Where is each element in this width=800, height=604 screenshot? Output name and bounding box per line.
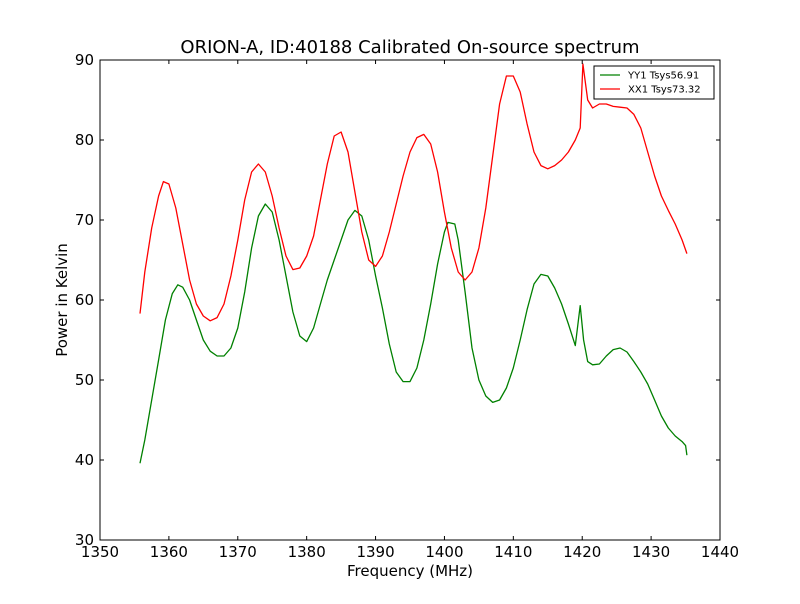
x-tick-label: 1440	[701, 543, 739, 561]
x-tick-label: 1370	[219, 543, 257, 561]
x-tick-label: 1410	[494, 543, 532, 561]
y-tick-label: 60	[75, 291, 94, 309]
x-axis-label: Frequency (MHz)	[347, 562, 473, 580]
x-tick-label: 1390	[356, 543, 394, 561]
y-tick-label: 90	[75, 51, 94, 69]
legend-label: YY1 Tsys56.91	[627, 71, 699, 82]
y-axis-label: Power in Kelvin	[53, 243, 71, 357]
y-tick-label: 50	[75, 371, 94, 389]
legend-label: XX1 Tsys73.32	[628, 85, 701, 96]
legend: YY1 Tsys56.91 XX1 Tsys73.32	[593, 65, 715, 100]
x-tick-label: 1420	[563, 543, 601, 561]
y-tick-label: 40	[75, 451, 94, 469]
x-tick-label: 1350	[81, 543, 119, 561]
x-axis: 1350 1360 1370 1380 1390 1400 1410 1420 1430 1440	[81, 60, 739, 561]
chart-title: ORION-A, ID:40188 Calibrated On-source s…	[180, 37, 639, 58]
y-axis: 30 40 50 60 70 80 90	[75, 51, 720, 549]
y-tick-label: 30	[75, 531, 94, 549]
y-tick-label: 70	[75, 211, 94, 229]
x-tick-label: 1380	[288, 543, 326, 561]
x-tick-label: 1360	[150, 543, 188, 561]
y-tick-label: 80	[75, 131, 94, 149]
legend-box	[593, 65, 715, 100]
x-tick-label: 1430	[632, 543, 670, 561]
series-line-2	[139, 63, 688, 322]
x-tick-label: 1400	[425, 543, 463, 561]
series-line-1	[139, 203, 688, 464]
plot-lines	[139, 63, 688, 464]
